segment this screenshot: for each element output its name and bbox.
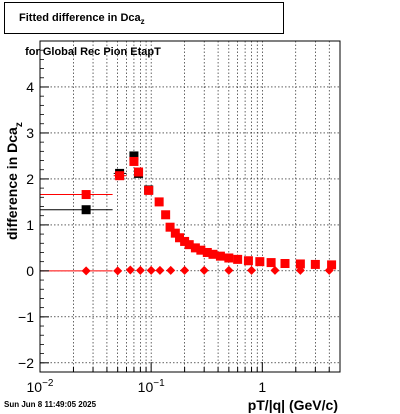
chart-title-main: Fitted difference in Dca xyxy=(19,12,141,24)
data-point-diamond xyxy=(125,265,135,275)
data-point-diamond xyxy=(180,265,190,275)
data-point-square xyxy=(202,247,212,257)
data-point-diamond xyxy=(270,265,280,275)
y-tick-label: −1 xyxy=(18,309,34,325)
chart-title-suffix: for Global Rec Pion EtapT xyxy=(19,46,161,59)
data-point-square xyxy=(81,205,91,215)
data-point-square xyxy=(81,190,91,200)
x-tick-label: 1 xyxy=(258,379,266,395)
x-tick-label: 10−1 xyxy=(138,378,165,395)
chart-axes: −2 −1 0 1 2 3 4 10−2 10−1 1 xyxy=(18,40,330,395)
chart-title-sub: z xyxy=(140,17,145,27)
data-point-diamond xyxy=(199,265,209,275)
data-point-square xyxy=(134,167,144,177)
data-point-diamond xyxy=(324,265,334,275)
data-point-square xyxy=(190,243,200,253)
data-point-diamond xyxy=(166,265,176,275)
data-point-square xyxy=(208,249,218,259)
data-point-diamond xyxy=(113,266,123,276)
data-point-square xyxy=(161,210,171,220)
y-tick-label: 0 xyxy=(26,263,34,279)
data-point-diamond xyxy=(295,265,305,275)
data-point-diamond xyxy=(247,265,257,275)
data-point-square xyxy=(280,259,290,269)
data-point-square xyxy=(184,240,194,250)
data-point-square xyxy=(215,251,225,261)
data-point-diamond xyxy=(155,265,165,275)
data-point-square xyxy=(129,156,139,166)
y-tick-label: 2 xyxy=(26,171,34,187)
chart-grid xyxy=(40,41,340,372)
data-point-square xyxy=(170,228,180,238)
x-axis-label: pT/|q| (GeV/c) xyxy=(248,397,338,413)
data-point-square xyxy=(243,256,253,266)
data-point-square xyxy=(180,236,190,246)
data-point-square xyxy=(233,254,243,264)
data-point-square xyxy=(224,253,234,263)
data-point-square xyxy=(165,222,175,232)
data-point-square xyxy=(255,257,265,267)
y-tick-label: −2 xyxy=(18,355,34,371)
data-point-diamond xyxy=(146,265,156,275)
y-tick-label: 3 xyxy=(26,125,34,141)
data-point-square xyxy=(115,171,125,181)
x-tick-label: 10−2 xyxy=(27,378,54,395)
data-point-diamond xyxy=(81,266,91,276)
data-point-square xyxy=(327,260,337,270)
data-point-square xyxy=(196,245,206,255)
chart-title: Fitted difference in Dcaz for Global Rec… xyxy=(4,2,284,58)
chart-marks xyxy=(40,151,337,276)
data-point-square xyxy=(154,197,164,207)
data-point-square xyxy=(266,258,276,268)
data-point-diamond xyxy=(135,265,145,275)
data-point-square xyxy=(310,259,320,269)
y-tick-label: 1 xyxy=(26,217,34,233)
data-point-diamond xyxy=(224,265,234,275)
data-point-square xyxy=(175,233,185,243)
data-point-square xyxy=(144,185,154,195)
y-tick-label: 4 xyxy=(26,79,34,95)
date-stamp: Sun Jun 8 11:49:05 2025 xyxy=(4,400,97,409)
data-point-square xyxy=(295,259,305,269)
data-point-square xyxy=(129,151,139,161)
y-axis-label: difference in Dcaz xyxy=(4,122,25,240)
